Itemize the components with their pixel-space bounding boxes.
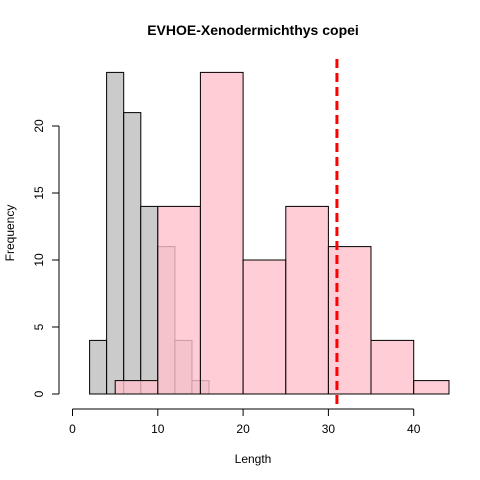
x-axis: 0 10 20 30 40 xyxy=(69,408,421,436)
x-tick-label: 10 xyxy=(151,422,165,436)
histogram-bar-s2-7 xyxy=(370,339,415,395)
histogram-bar-s1-3 xyxy=(123,112,142,395)
x-tick-label: 30 xyxy=(322,422,336,436)
x-tick-label: 40 xyxy=(407,422,421,436)
histogram-bar-s1-1 xyxy=(89,339,108,395)
histogram-bar-s2-2 xyxy=(157,205,201,395)
y-tick-label: 10 xyxy=(32,253,46,267)
y-tick-label: 5 xyxy=(32,323,46,330)
histogram-bar-s1-4 xyxy=(140,205,159,395)
chart-title: EVHOE-Xenodermichthys copei xyxy=(147,22,359,38)
x-tick-label: 20 xyxy=(236,422,250,436)
y-tick-label: 15 xyxy=(32,186,46,200)
y-axis-label: Frequency xyxy=(3,205,17,262)
x-tick-label: 0 xyxy=(69,422,76,436)
histogram-bar-s2-5 xyxy=(285,205,329,395)
histogram-bar-s2-6 xyxy=(327,246,372,395)
y-tick-label: 20 xyxy=(32,119,46,133)
y-axis: 0 5 10 15 20 xyxy=(32,119,60,397)
x-axis-label: Length xyxy=(235,452,272,466)
bars-layer xyxy=(89,71,450,395)
histogram-bar-s2-8 xyxy=(413,380,450,395)
histogram-bar-s2-1 xyxy=(114,380,159,395)
histogram-bar-s2-4 xyxy=(242,259,287,395)
histogram-bar-s2-3 xyxy=(199,71,244,395)
y-tick-label: 0 xyxy=(32,390,46,397)
histogram-bar-s1-2 xyxy=(106,71,125,395)
